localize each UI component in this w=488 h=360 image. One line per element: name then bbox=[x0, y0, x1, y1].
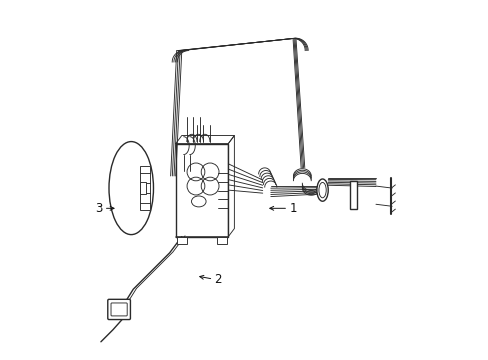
Text: 2: 2 bbox=[214, 273, 222, 285]
Ellipse shape bbox=[318, 183, 325, 198]
Ellipse shape bbox=[316, 179, 327, 201]
Bar bbox=[217, 237, 226, 243]
Ellipse shape bbox=[123, 171, 139, 206]
Bar bbox=[140, 182, 145, 194]
Ellipse shape bbox=[109, 141, 153, 235]
Bar bbox=[177, 237, 186, 243]
Text: 1: 1 bbox=[289, 202, 296, 215]
FancyBboxPatch shape bbox=[107, 299, 130, 320]
FancyBboxPatch shape bbox=[140, 166, 150, 210]
Ellipse shape bbox=[112, 149, 149, 227]
Bar bbox=[350, 181, 356, 209]
Text: 3: 3 bbox=[95, 202, 102, 215]
Ellipse shape bbox=[120, 163, 142, 213]
Ellipse shape bbox=[116, 156, 146, 220]
FancyBboxPatch shape bbox=[111, 303, 127, 316]
